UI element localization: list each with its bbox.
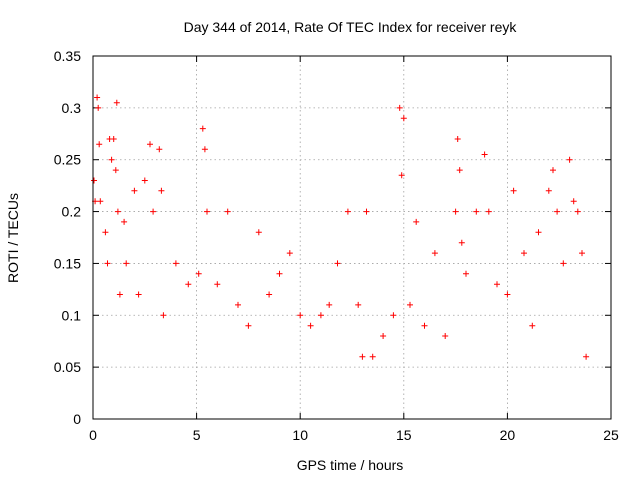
roti-points bbox=[91, 94, 590, 360]
grid-lines bbox=[93, 56, 611, 419]
y-axis-label: ROTI / TECUs bbox=[5, 193, 21, 283]
x-tick-label: 15 bbox=[396, 427, 412, 443]
x-tick-label: 0 bbox=[89, 427, 97, 443]
y-tick-label: 0 bbox=[73, 411, 81, 427]
y-tick-label: 0.3 bbox=[62, 100, 82, 116]
y-tick-label: 0.25 bbox=[54, 152, 81, 168]
y-tick-label: 0.05 bbox=[54, 359, 81, 375]
chart-title: Day 344 of 2014, Rate Of TEC Index for r… bbox=[184, 19, 518, 35]
x-tick-label: 10 bbox=[292, 427, 308, 443]
y-tick-label: 0.1 bbox=[62, 307, 82, 323]
x-tick-label: 20 bbox=[500, 427, 516, 443]
plot-frame bbox=[92, 55, 612, 420]
data-points bbox=[91, 94, 590, 360]
axis-ticks bbox=[92, 55, 612, 420]
y-tick-label: 0.15 bbox=[54, 255, 81, 271]
x-tick-label: 25 bbox=[603, 427, 619, 443]
x-tick-label: 5 bbox=[193, 427, 201, 443]
y-tick-labels: 0 0.05 0.1 0.15 0.2 0.25 0.3 0.35 bbox=[54, 48, 81, 427]
x-axis-label: GPS time / hours bbox=[297, 457, 404, 473]
y-tick-label: 0.35 bbox=[54, 48, 81, 64]
y-tick-label: 0.2 bbox=[62, 204, 82, 220]
x-tick-labels: 0 5 10 15 20 25 bbox=[89, 427, 619, 443]
